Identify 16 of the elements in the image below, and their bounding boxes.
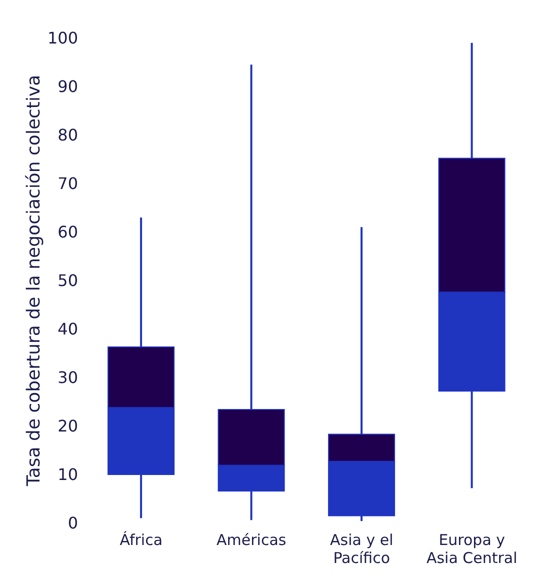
y-axis-title: Tasa de cobertura de la negociación colectiva <box>23 74 44 488</box>
y-tick-label: 30 <box>58 368 78 388</box>
y-tick-label: 10 <box>58 465 78 484</box>
y-tick-label: 90 <box>58 77 78 96</box>
x-tick-label: Asia y el Pacífico <box>330 531 394 567</box>
y-tick-label: 40 <box>58 320 78 339</box>
y-tick-label: 100 <box>47 28 78 48</box>
x-tick-label: Europa y Asia Central <box>426 531 518 567</box>
x-tick-label: Américas <box>216 531 286 549</box>
y-tick-label: 0 <box>68 514 78 533</box>
y-tick-label: 80 <box>58 126 78 145</box>
y-tick-label: 70 <box>58 174 78 194</box>
x-tick-label: África <box>120 531 163 549</box>
y-tick-label: 50 <box>58 271 78 290</box>
y-tick-label: 20 <box>58 416 78 436</box>
y-tick-label: 60 <box>58 222 78 242</box>
